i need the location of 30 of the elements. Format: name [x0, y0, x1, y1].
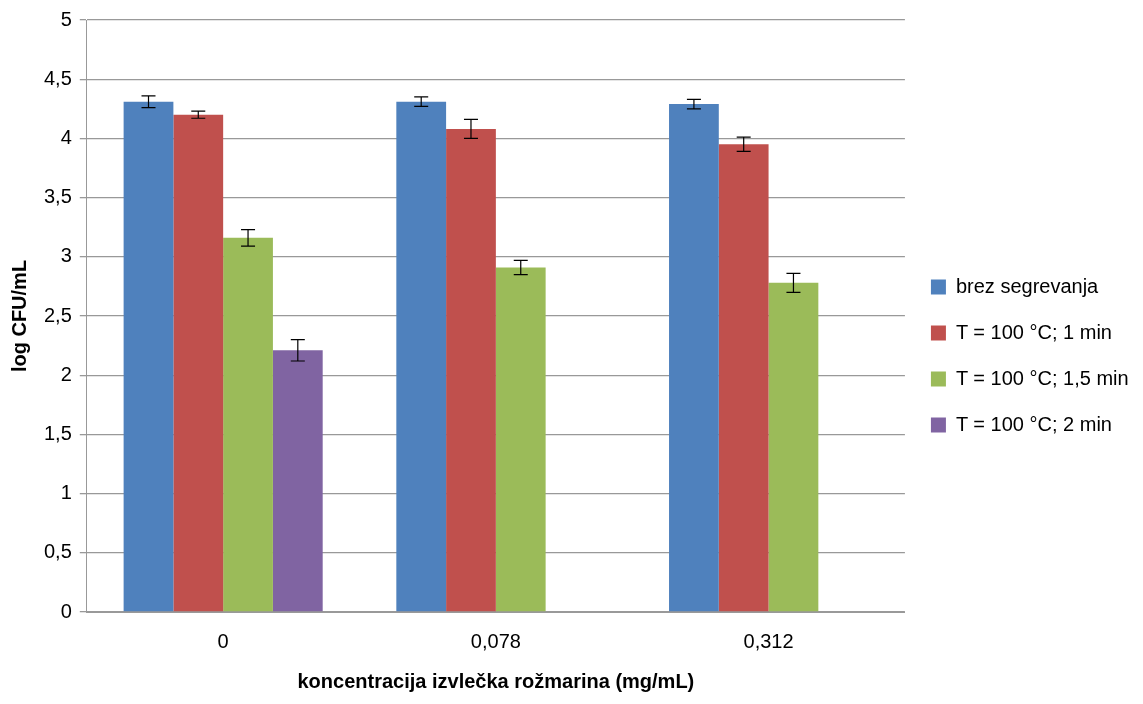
bar — [396, 101, 447, 612]
bar — [718, 144, 769, 612]
bar — [223, 237, 273, 612]
legend-label: T = 100 °C; 1,5 min — [955, 366, 1129, 389]
y-tick-label: 0,5 — [43, 540, 72, 563]
x-tick-label: 0,078 — [470, 629, 521, 652]
x-tick-label: 0 — [217, 629, 229, 652]
legend-label: brez segrevanja — [955, 274, 1100, 297]
y-tick-label: 1,5 — [43, 421, 72, 444]
y-tick-label: 3 — [60, 244, 72, 267]
y-tick-label: 4 — [60, 125, 72, 148]
y-tick-label: 2,5 — [43, 303, 72, 326]
legend-label: T = 100 °C; 2 min — [955, 412, 1112, 435]
bar — [123, 101, 174, 612]
x-axis-title: koncentracija izvlečka rožmarina (mg/mL) — [297, 669, 695, 692]
bar — [768, 282, 819, 612]
bar — [669, 104, 719, 612]
y-tick-label: 4,5 — [43, 66, 72, 89]
y-tick-label: 1 — [60, 481, 72, 504]
y-tick-label: 3,5 — [43, 185, 72, 208]
y-tick-label: 2 — [60, 362, 72, 385]
y-axis-title: log CFU/mL — [7, 259, 30, 373]
bar — [173, 114, 224, 612]
legend-label: T = 100 °C; 1 min — [955, 320, 1112, 343]
bar — [495, 267, 546, 612]
y-tick-label: 5 — [60, 7, 72, 30]
bar — [446, 128, 496, 612]
y-tick-label: 0 — [60, 599, 72, 622]
x-tick-label: 0,312 — [743, 629, 794, 652]
bar — [272, 350, 323, 612]
